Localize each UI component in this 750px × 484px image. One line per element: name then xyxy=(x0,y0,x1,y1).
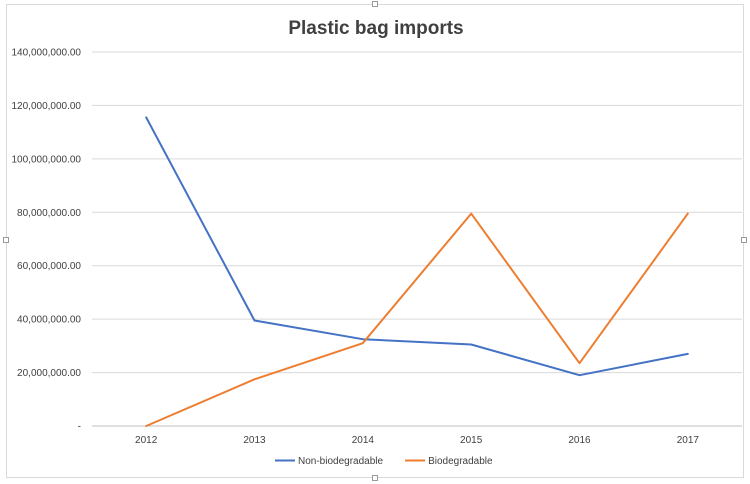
series-lines xyxy=(145,116,689,427)
x-tick-label: 2012 xyxy=(135,435,158,446)
legend: Non-biodegradable Biodegradable xyxy=(275,456,493,467)
legend-label: Biodegradable xyxy=(428,456,493,467)
y-tick-label: 100,000,000.00 xyxy=(11,154,81,165)
x-tick-label: 2014 xyxy=(352,435,375,446)
gridlines xyxy=(92,51,742,427)
y-tick-label: 120,000,000.00 xyxy=(11,101,81,112)
resize-handle-left[interactable] xyxy=(3,237,9,243)
y-axis: - 20,000,000.00 40,000,000.00 60,000,000.00… xyxy=(11,48,81,433)
series-line-biodegradable[interactable] xyxy=(145,212,689,427)
y-tick-label: 20,000,000.00 xyxy=(17,368,81,379)
y-tick-label: 80,000,000.00 xyxy=(17,208,81,219)
x-axis: 2012 2013 2014 2015 2016 2017 xyxy=(135,435,699,446)
x-tick-label: 2016 xyxy=(568,435,591,446)
x-tick-label: 2017 xyxy=(677,435,700,446)
line-chart: Plastic bag imports - 20,000,000.00 40,000… xyxy=(11,18,742,467)
y-tick-label: 60,000,000.00 xyxy=(17,261,81,272)
y-tick-label: 140,000,000.00 xyxy=(11,48,81,59)
resize-handle-top[interactable] xyxy=(372,1,378,7)
y-tick-label: 40,000,000.00 xyxy=(17,315,81,326)
x-tick-label: 2013 xyxy=(243,435,266,446)
chart-title: Plastic bag imports xyxy=(288,18,463,39)
chart-area[interactable]: Plastic bag imports - 20,000,000.00 40,000… xyxy=(6,4,744,478)
x-tick-label: 2015 xyxy=(460,435,483,446)
resize-handle-right[interactable] xyxy=(741,237,747,243)
legend-label: Non-biodegradable xyxy=(298,456,384,467)
y-tick-label: - xyxy=(78,422,81,433)
series-line-non-biodegradable[interactable] xyxy=(145,116,689,377)
resize-handle-bottom[interactable] xyxy=(372,475,378,481)
